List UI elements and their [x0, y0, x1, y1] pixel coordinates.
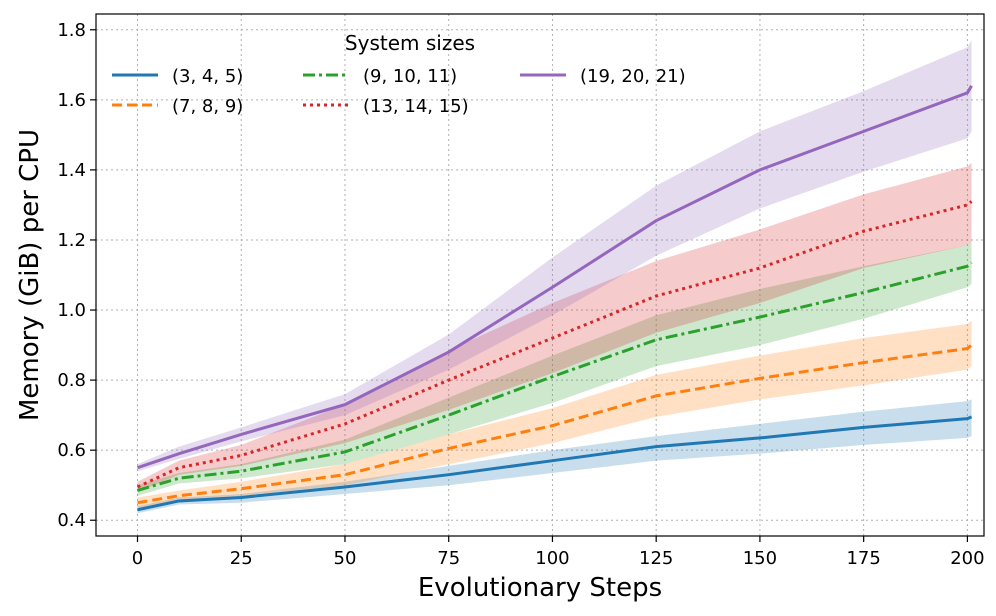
legend: System sizes (3, 4, 5) (7, 8, 9) (9, 10, 1…	[112, 31, 686, 117]
legend-label: (13, 14, 15)	[363, 96, 469, 117]
x-tick-label: 100	[535, 548, 569, 569]
line-layer	[136, 85, 973, 512]
band-layer	[137, 40, 972, 514]
legend-title: System sizes	[345, 31, 475, 55]
y-tick-label: 1.6	[57, 90, 86, 111]
series-band	[137, 40, 972, 472]
grid-layer	[96, 14, 984, 536]
y-tick-label: 1.4	[57, 160, 86, 181]
series-line	[137, 415, 973, 512]
x-tick-label: 200	[950, 548, 984, 569]
series-band	[137, 399, 972, 514]
x-tick-label: 50	[334, 548, 357, 569]
x-axis-title: Evolutionary Steps	[418, 573, 662, 603]
legend-label: (19, 20, 21)	[580, 66, 686, 87]
series-band	[137, 162, 972, 493]
x-tick-label: 75	[437, 548, 460, 569]
x-tick-label: 25	[230, 548, 253, 569]
series-band	[137, 241, 972, 496]
plot-frame	[95, 13, 985, 537]
y-tick-label: 0.6	[57, 440, 86, 461]
series-line	[137, 343, 973, 505]
series-line	[136, 200, 973, 489]
y-axis-title: Memory (GiB) per CPU	[15, 129, 45, 421]
legend-label: (9, 10, 11)	[363, 66, 457, 87]
y-tick-label: 0.8	[57, 370, 86, 391]
y-tick-label: 0.4	[57, 510, 86, 531]
x-tick-label: 0	[132, 548, 143, 569]
series-line	[137, 85, 973, 470]
series-band	[137, 320, 972, 508]
series-line	[137, 261, 973, 492]
tick-layer: 0 25 50 75 100 125 150 175 200 0.4 0.6 0.8 1.0 1.2 1.4…	[57, 20, 984, 569]
legend-label: (3, 4, 5)	[172, 66, 243, 87]
x-tick-label: 150	[743, 548, 777, 569]
legend-label: (7, 8, 9)	[172, 96, 243, 117]
y-tick-label: 1.0	[57, 300, 86, 321]
x-tick-label: 125	[639, 548, 673, 569]
x-tick-label: 175	[846, 548, 880, 569]
y-tick-label: 1.8	[57, 20, 86, 41]
y-tick-label: 1.2	[57, 230, 86, 251]
